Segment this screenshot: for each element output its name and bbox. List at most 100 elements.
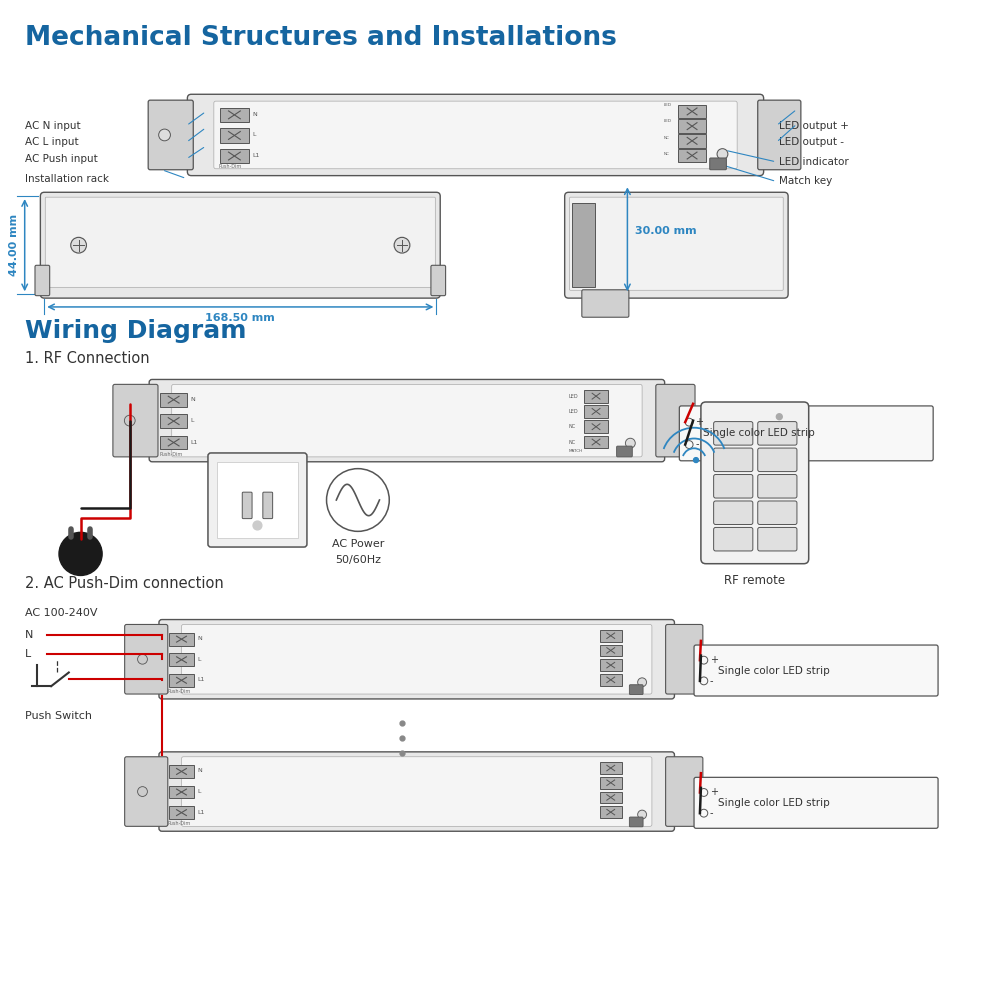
- Text: Push-Dim: Push-Dim: [168, 821, 191, 826]
- Text: Match key: Match key: [779, 176, 833, 186]
- FancyBboxPatch shape: [182, 624, 652, 694]
- FancyBboxPatch shape: [666, 624, 703, 694]
- Text: LED output +: LED output +: [779, 121, 849, 131]
- Text: 30.00 mm: 30.00 mm: [635, 226, 697, 235]
- FancyBboxPatch shape: [714, 501, 753, 524]
- Text: AC 100-240V: AC 100-240V: [25, 608, 97, 618]
- Text: -: -: [710, 808, 713, 818]
- Text: 1. RF Connection: 1. RF Connection: [25, 351, 149, 366]
- Text: Push-Dim: Push-Dim: [219, 164, 242, 169]
- Text: 2. AC Push-Dim connection: 2. AC Push-Dim connection: [25, 576, 223, 591]
- Text: +: +: [710, 655, 718, 665]
- Text: Push-Dim: Push-Dim: [168, 689, 191, 694]
- FancyBboxPatch shape: [600, 659, 622, 671]
- Text: L1: L1: [197, 677, 205, 682]
- Text: LED: LED: [569, 394, 578, 399]
- Text: L1: L1: [197, 810, 205, 815]
- Text: NC: NC: [569, 440, 576, 445]
- FancyBboxPatch shape: [678, 149, 706, 162]
- FancyBboxPatch shape: [160, 393, 187, 407]
- FancyBboxPatch shape: [220, 149, 249, 163]
- Text: AC Push input: AC Push input: [25, 154, 97, 164]
- FancyBboxPatch shape: [45, 197, 435, 287]
- FancyBboxPatch shape: [600, 777, 622, 789]
- Text: Push-Dim: Push-Dim: [160, 452, 183, 457]
- FancyBboxPatch shape: [125, 624, 168, 694]
- Text: NC: NC: [664, 152, 670, 156]
- FancyBboxPatch shape: [629, 685, 643, 695]
- FancyBboxPatch shape: [570, 197, 783, 290]
- Text: 168.50 mm: 168.50 mm: [205, 313, 275, 323]
- FancyBboxPatch shape: [584, 436, 608, 448]
- FancyBboxPatch shape: [678, 119, 706, 133]
- FancyBboxPatch shape: [617, 446, 632, 457]
- FancyBboxPatch shape: [40, 192, 440, 298]
- Circle shape: [253, 521, 262, 530]
- Text: L: L: [252, 132, 256, 137]
- Circle shape: [138, 654, 147, 664]
- FancyBboxPatch shape: [431, 265, 446, 296]
- Text: L: L: [197, 657, 201, 662]
- FancyBboxPatch shape: [758, 448, 797, 472]
- Circle shape: [717, 149, 728, 159]
- FancyBboxPatch shape: [582, 290, 629, 317]
- Text: +: +: [695, 417, 703, 427]
- FancyBboxPatch shape: [600, 806, 622, 818]
- FancyBboxPatch shape: [169, 806, 194, 819]
- Text: N: N: [197, 768, 202, 773]
- Text: Single color LED strip: Single color LED strip: [703, 428, 815, 438]
- Text: Installation rack: Installation rack: [25, 174, 109, 184]
- Text: -: -: [710, 676, 713, 686]
- FancyBboxPatch shape: [149, 379, 665, 462]
- FancyBboxPatch shape: [758, 422, 797, 445]
- Circle shape: [71, 237, 86, 253]
- Text: L: L: [190, 418, 194, 423]
- FancyBboxPatch shape: [35, 265, 50, 296]
- Text: AC L input: AC L input: [25, 137, 78, 147]
- FancyBboxPatch shape: [220, 128, 249, 143]
- FancyBboxPatch shape: [217, 462, 298, 538]
- FancyBboxPatch shape: [160, 436, 187, 449]
- Circle shape: [59, 532, 102, 575]
- Text: AC Power: AC Power: [332, 539, 384, 549]
- FancyBboxPatch shape: [584, 390, 608, 403]
- Text: NC: NC: [664, 136, 670, 140]
- Circle shape: [638, 678, 647, 687]
- Text: N: N: [252, 112, 257, 117]
- FancyBboxPatch shape: [208, 453, 307, 547]
- FancyBboxPatch shape: [758, 475, 797, 498]
- Text: LED indicator: LED indicator: [779, 157, 849, 167]
- FancyBboxPatch shape: [169, 653, 194, 666]
- Text: Single color LED strip: Single color LED strip: [718, 798, 829, 808]
- Text: L: L: [25, 649, 31, 659]
- FancyBboxPatch shape: [600, 645, 622, 656]
- FancyBboxPatch shape: [600, 792, 622, 803]
- Text: LED: LED: [569, 409, 578, 414]
- FancyBboxPatch shape: [125, 757, 168, 826]
- Text: L1: L1: [252, 153, 259, 158]
- FancyBboxPatch shape: [572, 203, 595, 287]
- Text: AC N input: AC N input: [25, 121, 80, 131]
- FancyBboxPatch shape: [678, 105, 706, 118]
- FancyBboxPatch shape: [714, 448, 753, 472]
- FancyBboxPatch shape: [113, 384, 158, 457]
- FancyBboxPatch shape: [242, 492, 252, 519]
- Circle shape: [159, 129, 170, 141]
- Text: MATCH: MATCH: [569, 449, 583, 453]
- FancyBboxPatch shape: [656, 384, 695, 457]
- Text: Wiring Diagram: Wiring Diagram: [25, 319, 246, 343]
- Text: 50/60Hz: 50/60Hz: [335, 555, 381, 565]
- Text: +: +: [710, 787, 718, 797]
- FancyBboxPatch shape: [758, 100, 801, 170]
- Text: 44.00 mm: 44.00 mm: [9, 214, 19, 276]
- FancyBboxPatch shape: [584, 420, 608, 433]
- FancyBboxPatch shape: [159, 752, 674, 831]
- FancyBboxPatch shape: [629, 817, 643, 827]
- FancyBboxPatch shape: [172, 384, 642, 457]
- FancyBboxPatch shape: [160, 414, 187, 428]
- Circle shape: [625, 438, 635, 448]
- FancyBboxPatch shape: [169, 786, 194, 798]
- FancyBboxPatch shape: [710, 158, 726, 170]
- Text: Push Switch: Push Switch: [25, 711, 92, 721]
- Text: L: L: [197, 789, 201, 794]
